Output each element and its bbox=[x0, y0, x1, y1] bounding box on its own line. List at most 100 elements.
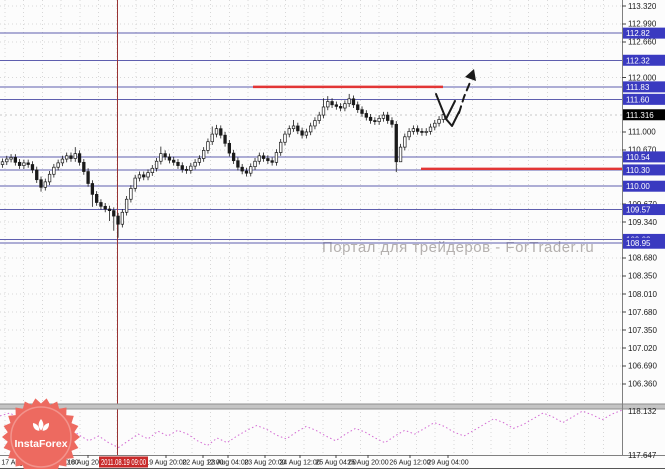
candle-body bbox=[411, 128, 416, 132]
candle-body bbox=[197, 158, 202, 163]
candle-body bbox=[420, 131, 424, 133]
price-grid-label: 107.020 bbox=[628, 344, 657, 353]
candle-body bbox=[133, 177, 137, 189]
price-level-badge bbox=[623, 204, 665, 216]
candle-body bbox=[437, 119, 441, 124]
candle-body bbox=[407, 131, 411, 138]
price-level-badge bbox=[623, 81, 665, 93]
candle-body bbox=[231, 152, 236, 162]
candle-body bbox=[9, 157, 13, 160]
candle-body bbox=[236, 160, 240, 168]
candle-body bbox=[0, 161, 5, 165]
time-axis-label: 25 Aug 20:00 bbox=[347, 460, 388, 467]
candle-body bbox=[334, 104, 338, 107]
candle-body bbox=[394, 123, 398, 163]
candle-body bbox=[103, 205, 107, 210]
time-axis-label: 26 Aug 12:00 bbox=[389, 460, 430, 467]
candle-body bbox=[381, 114, 386, 119]
candle-body bbox=[428, 126, 433, 132]
time-axis-label: 19 Aug 20:00 bbox=[145, 460, 186, 467]
instaforex-logo: InstaForex bbox=[2, 398, 80, 469]
candle-body bbox=[159, 153, 163, 162]
time-axis-label: 18 Aug 20:00 bbox=[67, 460, 108, 467]
candle-body bbox=[386, 114, 390, 121]
candle-body bbox=[351, 98, 356, 106]
price-level-badge bbox=[623, 180, 665, 192]
candle-body bbox=[73, 153, 77, 159]
candle-body bbox=[39, 179, 43, 188]
candle-body bbox=[56, 162, 60, 168]
candle-body bbox=[129, 188, 133, 200]
candle-body bbox=[287, 128, 291, 135]
watermark-fortrader: Портал для трейдеров - ForTrader.ru bbox=[322, 239, 594, 256]
candle-body bbox=[214, 128, 219, 135]
current-price-badge: 111.316 bbox=[623, 109, 665, 121]
candle-body bbox=[193, 161, 197, 167]
candle-body bbox=[291, 125, 296, 130]
price-level-badge bbox=[623, 164, 665, 176]
price-grid-label: 112.660 bbox=[628, 38, 657, 47]
price-grid-label: 112.000 bbox=[628, 73, 657, 82]
candle-body bbox=[154, 160, 159, 169]
svg-text:111.316: 111.316 bbox=[626, 111, 654, 120]
candle-body bbox=[107, 208, 112, 211]
candle-body bbox=[82, 161, 86, 172]
candle-body bbox=[26, 162, 30, 165]
candle-body bbox=[184, 169, 189, 171]
candle-body bbox=[30, 164, 35, 171]
candle-body bbox=[249, 166, 253, 174]
candle-body bbox=[137, 174, 142, 179]
time-axis-label: 25 Aug 04:00 bbox=[315, 460, 356, 467]
price-grid-label: 110.670 bbox=[628, 146, 657, 155]
candle-body bbox=[279, 141, 283, 153]
svg-text:2011.08.19 09:00: 2011.08.19 09:00 bbox=[101, 458, 146, 467]
level-lines-layer bbox=[0, 32, 622, 244]
price-level-badge-label: 111.60 bbox=[626, 95, 650, 104]
candle-body bbox=[95, 194, 99, 203]
candle-body bbox=[176, 161, 180, 166]
candle-body bbox=[261, 155, 266, 159]
candle-body bbox=[240, 166, 244, 172]
candle-body bbox=[206, 141, 210, 151]
candle-body bbox=[373, 120, 377, 122]
time-axis-label: 22 Aug 12:00 bbox=[182, 460, 223, 467]
candle-body bbox=[424, 131, 428, 133]
candle-body bbox=[99, 202, 103, 207]
candle-body bbox=[300, 130, 304, 136]
indicator-min-label: 117.647 bbox=[628, 451, 657, 460]
candle-body bbox=[296, 125, 300, 132]
candle-body bbox=[116, 215, 120, 225]
candle-body bbox=[433, 122, 437, 128]
candle-body bbox=[146, 172, 150, 178]
candle-body bbox=[253, 160, 257, 168]
candle-body bbox=[22, 162, 26, 166]
price-level-badge-label: 110.00 bbox=[626, 182, 650, 191]
price-grid-label: 107.350 bbox=[628, 326, 657, 335]
candle-body bbox=[274, 152, 279, 163]
indicator-layer bbox=[0, 403, 665, 449]
candle-body bbox=[321, 106, 326, 116]
price-grid-label: 106.360 bbox=[628, 380, 657, 389]
candle-body bbox=[142, 174, 146, 178]
candle-body bbox=[13, 157, 17, 163]
candle-body bbox=[330, 101, 334, 106]
price-grid-label: 111.000 bbox=[628, 128, 656, 137]
candle-body bbox=[47, 173, 52, 183]
price-level-badge bbox=[623, 151, 665, 163]
candle-body bbox=[244, 170, 249, 174]
candle-body bbox=[163, 153, 167, 158]
candle-body bbox=[360, 109, 364, 114]
candle-body bbox=[189, 165, 193, 171]
candle-body bbox=[317, 114, 321, 121]
candle-body bbox=[227, 142, 231, 154]
candle-body bbox=[364, 113, 368, 118]
price-level-badge bbox=[623, 237, 665, 249]
price-grid-label: 106.690 bbox=[628, 362, 657, 371]
candle-body bbox=[283, 133, 287, 143]
candle-body bbox=[60, 158, 65, 164]
trend-arrow-annotation bbox=[435, 69, 476, 127]
resistance-lines-layer bbox=[253, 85, 622, 171]
candle-body bbox=[338, 106, 343, 109]
